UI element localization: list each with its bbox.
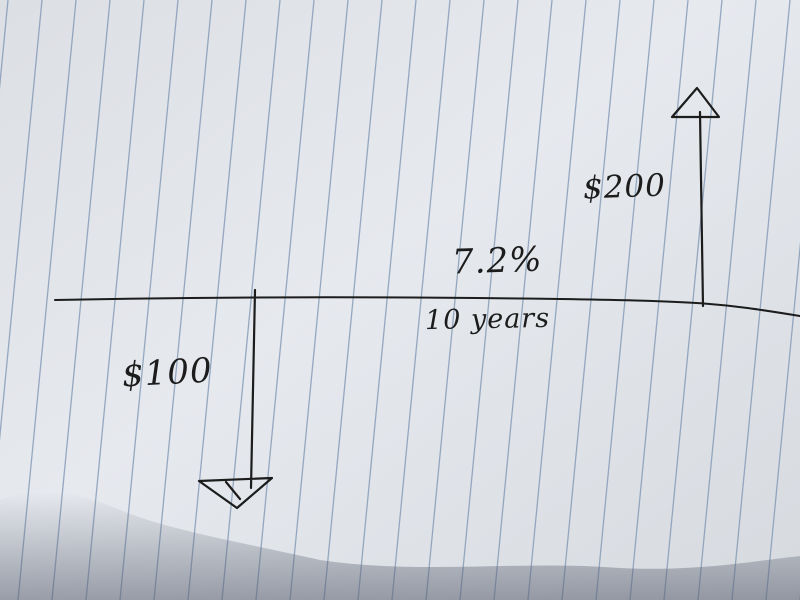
timeline-line (54, 296, 800, 317)
ruled-line (221, 0, 281, 600)
ruled-line (629, 0, 689, 600)
inflow-arrowhead (670, 86, 721, 119)
outflow-arrowhead (197, 476, 274, 510)
inflow-amount-label: $200 (582, 167, 667, 207)
ruled-line (289, 0, 349, 600)
ruled-line (0, 0, 43, 442)
ruled-line (255, 0, 315, 600)
interest-rate-label: 7.2% (451, 239, 544, 283)
ruled-line (731, 0, 791, 600)
ruled-line (323, 0, 383, 600)
ruled-line (187, 0, 247, 600)
ruled-line (493, 0, 553, 600)
inflow-arrow-shaft (698, 110, 705, 308)
ruled-line (663, 0, 723, 600)
ruled-line (85, 0, 145, 600)
outflow-amount-label: $100 (121, 350, 214, 396)
ruled-line (153, 0, 213, 600)
ruled-line (459, 0, 519, 600)
ruled-line (425, 0, 485, 600)
ruled-line (119, 0, 179, 600)
outflow-arrow-shaft (249, 288, 257, 490)
page-shadow (0, 491, 800, 600)
ruled-line (765, 241, 800, 600)
ruled-line (697, 0, 757, 600)
period-label: 10 years (424, 302, 551, 337)
ruled-line (391, 0, 451, 600)
ruled-line (527, 0, 587, 600)
ruled-line (357, 0, 417, 600)
